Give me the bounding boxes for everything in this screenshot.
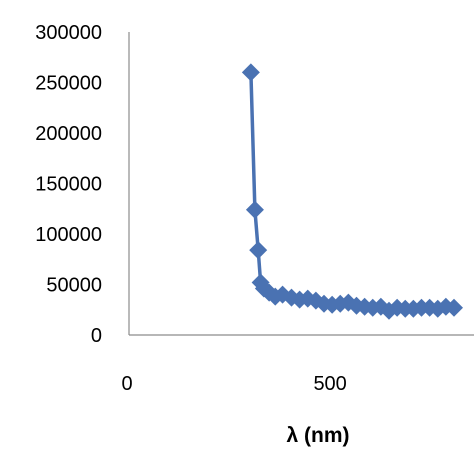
y-tick-label: 100000 — [35, 224, 102, 246]
data-point — [241, 63, 260, 82]
y-tick-label: 50000 — [46, 275, 102, 297]
y-tick-labels: 0 50000 100000 150000 200000 250000 300000 — [35, 22, 102, 347]
data-point — [245, 200, 264, 219]
y-tick-label: 300000 — [35, 22, 102, 44]
x-axis-title: λ (nm) — [287, 424, 350, 447]
y-tick-label: 250000 — [35, 73, 102, 95]
x-tick-label: 0 — [121, 373, 132, 395]
y-tick-label: 150000 — [35, 174, 102, 196]
x-tick-label: 500 — [313, 373, 346, 395]
y-tick-label: 200000 — [35, 123, 102, 145]
data-point — [249, 241, 268, 260]
data-point — [445, 298, 463, 317]
y-tick-label: 0 — [91, 325, 102, 347]
x-tick-labels: 0 500 — [121, 373, 346, 395]
series-layer — [241, 63, 463, 320]
series-line — [249, 72, 455, 313]
